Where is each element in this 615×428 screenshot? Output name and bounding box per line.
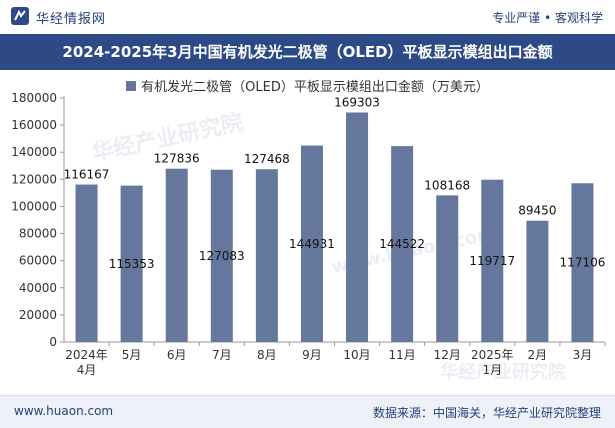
y-tick-label: 100000 bbox=[11, 199, 57, 213]
watermark: 华经产业研究院 bbox=[440, 362, 566, 383]
x-tick-label: 2024年 4月 bbox=[65, 348, 108, 377]
y-tick-label: 120000 bbox=[11, 172, 57, 186]
data-source: 数据来源：中国海关，华经产业研究院整理 bbox=[372, 406, 601, 420]
y-tick-label: 0 bbox=[49, 335, 57, 349]
bar-value-label: 127083 bbox=[199, 249, 245, 263]
x-tick-label: 12月 bbox=[434, 348, 461, 362]
brand-name: 华经情报网 bbox=[36, 12, 107, 27]
bar-value-label: 116167 bbox=[64, 168, 110, 182]
bar bbox=[436, 195, 459, 342]
x-tick-label: 5月 bbox=[122, 348, 142, 362]
bar-value-label: 117106 bbox=[560, 256, 606, 270]
bar bbox=[571, 183, 594, 342]
bar bbox=[120, 185, 143, 342]
bar-value-label: 144522 bbox=[379, 237, 425, 251]
bar-value-label: 127468 bbox=[244, 152, 290, 166]
legend-swatch bbox=[126, 81, 137, 91]
y-tick-label: 20000 bbox=[19, 308, 57, 322]
bar bbox=[481, 179, 504, 342]
title-bar: 2024-2025年3月中国有机发光二极管（OLED）平板显示模组出口金额 bbox=[0, 34, 615, 70]
footer-url: www.huaon.com bbox=[14, 404, 114, 418]
bar bbox=[526, 220, 549, 342]
bar-value-label: 89450 bbox=[518, 204, 556, 218]
footer: www.huaon.com 数据来源：中国海关，华经产业研究院整理 bbox=[0, 395, 615, 428]
bar bbox=[391, 146, 414, 342]
chart-legend: 有机发光二极管（OLED）平板显示模组出口金额（万美元） bbox=[0, 76, 615, 95]
tagline: 专业严谨 • 客观科学 bbox=[492, 11, 603, 25]
y-tick-label: 160000 bbox=[11, 118, 57, 132]
y-tick-label: 60000 bbox=[19, 254, 57, 268]
bar-chart: 0 20000 40000 60000 80000 100000 120000 140000 1… bbox=[11, 91, 606, 377]
x-tick-label: 10月 bbox=[343, 348, 370, 362]
bar-value-label: 169303 bbox=[334, 96, 380, 110]
x-tick-label: 3月 bbox=[573, 348, 593, 362]
bar-value-label: 108168 bbox=[424, 178, 470, 192]
bar bbox=[75, 184, 98, 342]
y-tick-label: 40000 bbox=[19, 281, 57, 295]
y-tick-label: 140000 bbox=[11, 145, 57, 159]
bar bbox=[210, 169, 233, 342]
legend-label: 有机发光二极管（OLED）平板显示模组出口金额（万美元） bbox=[141, 80, 489, 95]
chart-title: 2024-2025年3月中国有机发光二极管（OLED）平板显示模组出口金额 bbox=[62, 43, 553, 61]
bar-value-label: 115353 bbox=[109, 257, 155, 271]
y-tick-label: 80000 bbox=[19, 227, 57, 241]
x-tick-label: 6月 bbox=[167, 348, 187, 362]
bar-value-label: 144931 bbox=[289, 237, 335, 251]
y-tick-label: 180000 bbox=[11, 91, 57, 105]
bar bbox=[165, 168, 188, 342]
x-tick-label: 9月 bbox=[302, 348, 322, 362]
x-tick-label: 2月 bbox=[528, 348, 548, 362]
x-tick-label: 2025年 1月 bbox=[471, 348, 514, 377]
bar bbox=[255, 169, 278, 342]
huajing-logo-icon bbox=[11, 7, 29, 25]
x-tick-label: 7月 bbox=[212, 348, 232, 362]
bar-value-label: 127836 bbox=[154, 152, 200, 166]
x-tick-label: 11月 bbox=[388, 348, 415, 362]
bar bbox=[300, 145, 323, 342]
bar bbox=[346, 112, 369, 342]
bar-value-label: 119717 bbox=[469, 254, 515, 268]
x-tick-label: 8月 bbox=[257, 348, 277, 362]
